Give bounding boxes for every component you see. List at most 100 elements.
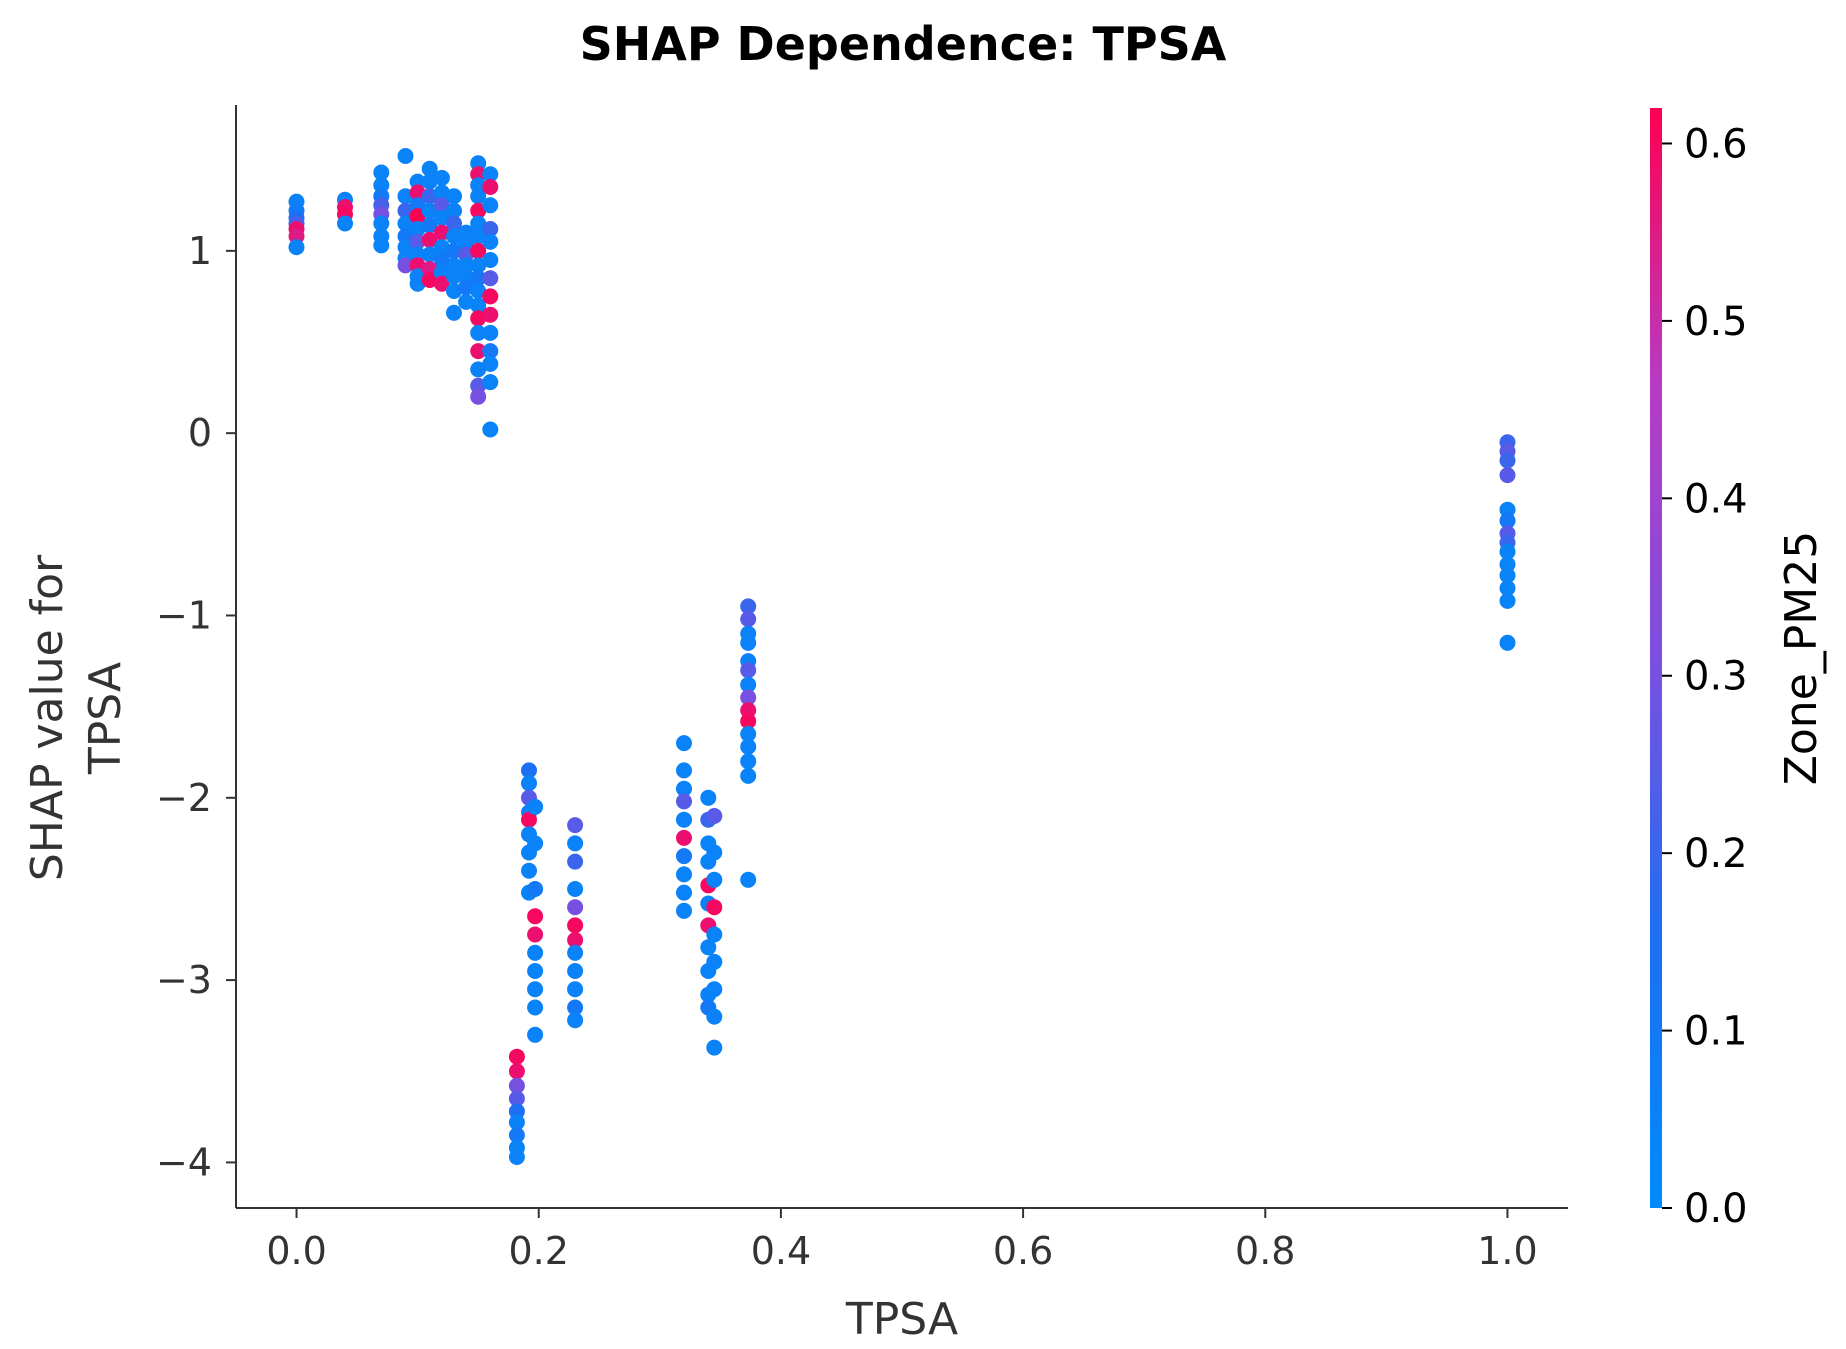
scatter-point <box>1499 501 1516 518</box>
y-axis-label-line-1: SHAP value for <box>22 554 73 881</box>
scatter-point <box>397 188 414 205</box>
colorbar-tick-label: 0.2 <box>1684 831 1748 877</box>
scatter-point <box>700 939 717 956</box>
scatter-point <box>446 202 462 219</box>
chart-title: SHAP Dependence: TPSA <box>580 17 1227 71</box>
x-tick-label: 0.0 <box>266 1229 326 1273</box>
scatter-point <box>740 753 757 770</box>
scatter-point <box>567 899 584 916</box>
scatter-points <box>288 148 1516 1165</box>
scatter-point <box>421 246 438 263</box>
scatter-point <box>527 926 544 943</box>
scatter-point <box>482 252 499 268</box>
scatter-point <box>337 215 353 232</box>
scatter-point <box>706 844 723 861</box>
scatter-point <box>706 981 723 998</box>
scatter-point <box>740 689 757 706</box>
scatter-point <box>470 242 487 259</box>
scatter-point <box>482 233 499 250</box>
scatter-point <box>433 239 450 256</box>
scatter-point <box>740 676 757 693</box>
y-tick-label: −4 <box>156 1140 212 1184</box>
scatter-point <box>567 853 584 870</box>
scatter-point <box>470 388 487 405</box>
scatter-point <box>706 1008 723 1025</box>
scatter-point <box>1499 567 1516 584</box>
scatter-point <box>1499 634 1516 651</box>
scatter-point <box>482 288 499 305</box>
y-tick-label: 1 <box>188 229 212 273</box>
scatter-point <box>567 932 584 948</box>
scatter-point <box>373 164 390 181</box>
scatter-point <box>567 817 584 834</box>
scatter-point <box>521 811 537 828</box>
scatter-point <box>676 735 692 752</box>
scatter-point <box>470 257 487 274</box>
scatter-point <box>409 184 426 201</box>
scatter-point <box>1499 556 1516 573</box>
scatter-point <box>567 1012 584 1029</box>
scatter-point <box>409 221 426 237</box>
scatter-point <box>373 237 390 254</box>
scatter-point <box>527 999 544 1016</box>
y-axis-label-line-2: TPSA <box>80 662 131 775</box>
scatter-point <box>397 202 414 219</box>
scatter-point <box>470 155 487 172</box>
scatter-point <box>567 999 584 1016</box>
scatter-point <box>482 324 499 341</box>
scatter-point <box>706 953 723 970</box>
scatter-point <box>458 257 475 274</box>
scatter-point <box>373 215 390 232</box>
scatter-point <box>421 188 438 205</box>
scatter-point <box>470 283 487 299</box>
scatter-point <box>470 361 487 378</box>
scatter-point <box>527 798 544 815</box>
colorbar-tick-label: 0.1 <box>1684 1009 1748 1055</box>
scatter-point <box>421 173 438 190</box>
scatter-point <box>421 202 438 219</box>
scatter-point <box>433 210 450 226</box>
scatter-point <box>676 811 692 828</box>
scatter-point <box>508 1048 525 1065</box>
scatter-point <box>1499 580 1516 597</box>
scatter-point <box>1499 452 1516 469</box>
scatter-point <box>508 1077 525 1094</box>
scatter-point <box>567 981 584 998</box>
scatter-point <box>706 899 723 916</box>
scatter-point <box>676 762 692 779</box>
scatter-point <box>527 944 544 961</box>
scatter-point <box>433 264 450 281</box>
scatter-point <box>567 881 584 897</box>
scatter-point <box>421 272 438 288</box>
scatter-point <box>397 257 414 274</box>
x-tick-label: 0.4 <box>751 1229 811 1273</box>
scatter-point <box>740 634 757 651</box>
scatter-point <box>470 228 487 245</box>
y-axis-ticks: 1 0 −1 −2 −3 −4 <box>156 229 236 1184</box>
y-tick-label: −2 <box>156 776 212 820</box>
scatter-point <box>373 177 390 194</box>
scatter-point <box>470 270 487 287</box>
scatter-point <box>470 188 487 205</box>
scatter-point <box>482 166 499 183</box>
scatter-point <box>676 866 692 883</box>
scatter-point <box>567 944 584 961</box>
scatter-point <box>470 297 487 314</box>
y-tick-label: 0 <box>188 411 212 455</box>
scatter-point <box>433 184 450 201</box>
scatter-point <box>740 662 757 679</box>
scatter-point <box>446 215 462 232</box>
scatter-point <box>482 179 499 195</box>
scatter-point <box>433 224 450 241</box>
x-tick-label: 0.8 <box>1235 1229 1295 1273</box>
scatter-point <box>676 848 692 865</box>
scatter-point <box>397 148 414 164</box>
x-tick-label: 0.6 <box>993 1229 1053 1273</box>
scatter-point <box>446 242 462 259</box>
scatter-point <box>470 202 487 219</box>
scatter-point <box>527 835 544 852</box>
colorbar-tick-label: 0.4 <box>1684 476 1748 522</box>
scatter-point <box>676 884 692 901</box>
scatter-point <box>508 1127 525 1144</box>
colorbar-tick-label: 0.3 <box>1684 654 1748 700</box>
